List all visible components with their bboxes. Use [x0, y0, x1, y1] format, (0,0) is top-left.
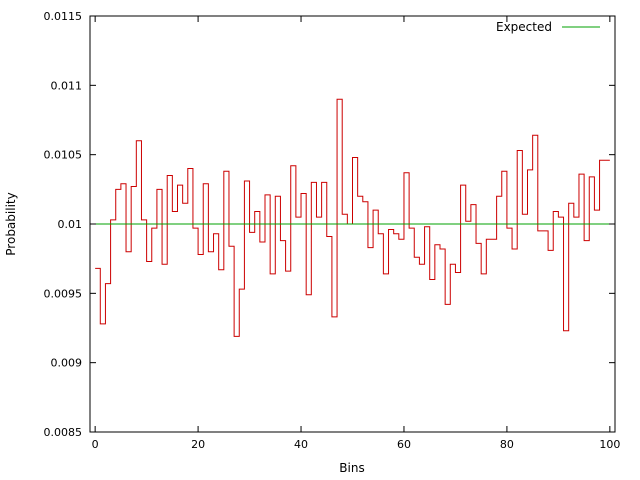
x-tick-label: 20	[191, 438, 205, 451]
y-tick-label: 0.01	[58, 218, 83, 231]
x-tick-label: 60	[397, 438, 411, 451]
y-tick-label: 0.009	[51, 357, 83, 370]
y-axis-label: Probability	[4, 192, 18, 255]
y-tick-label: 0.0115	[44, 10, 83, 23]
y-tick-label: 0.0085	[44, 426, 83, 439]
x-tick-label: 40	[294, 438, 308, 451]
x-tick-label: 0	[92, 438, 99, 451]
x-axis: 0 20 40 60 80 100	[92, 16, 620, 451]
series-layer	[90, 98, 615, 337]
y-axis: 0.0085 0.009 0.0095 0.01 0.0105 0.011 0.0115	[44, 10, 615, 439]
x-axis-label: Bins	[339, 461, 364, 475]
legend-label-expected: Expected	[496, 20, 552, 34]
y-tick-label: 0.0095	[44, 287, 83, 300]
observed-probability-steps	[95, 98, 610, 337]
x-tick-label: 100	[599, 438, 620, 451]
x-tick-label: 80	[500, 438, 514, 451]
legend: Expected	[496, 20, 600, 34]
y-tick-label: 0.011	[51, 79, 83, 92]
y-tick-label: 0.0105	[44, 149, 83, 162]
